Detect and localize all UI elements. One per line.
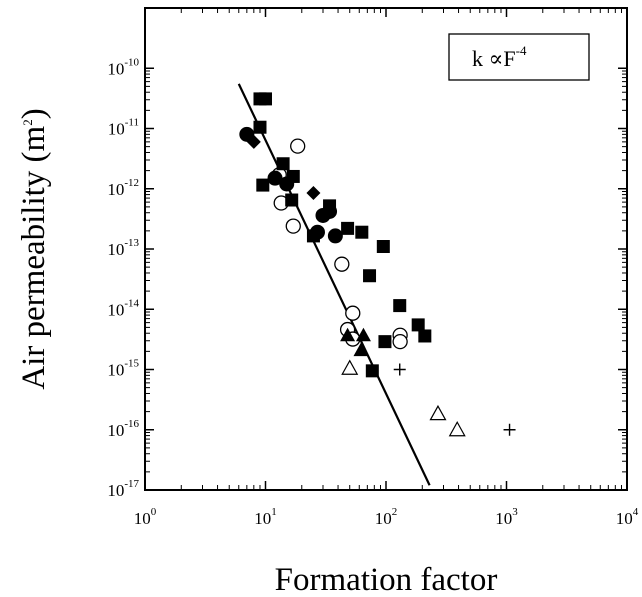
y-tick-label-exponent: -10 — [124, 56, 139, 68]
x-tick-label-exponent: 0 — [151, 506, 157, 518]
y-tick-label-base: 10 — [107, 180, 124, 199]
y-tick-label: 10-11 — [108, 117, 139, 139]
point-filled-circle — [239, 126, 255, 142]
legend-label: k ∝F-4 — [472, 43, 527, 71]
x-tick-label: 103 — [495, 506, 518, 528]
y-axis-title-exponent: 2 — [20, 119, 35, 126]
x-axis-title: Formation factor — [275, 562, 498, 597]
point-filled-square — [276, 157, 290, 171]
point-open-triangle — [341, 359, 359, 375]
point-filled-square — [365, 364, 379, 378]
legend: k ∝F-4 — [448, 33, 590, 81]
y-tick-label: 10-15 — [107, 358, 139, 380]
x-tick-label: 102 — [375, 506, 398, 528]
x-tick-label-base: 10 — [375, 509, 392, 528]
x-tick-label-base: 10 — [616, 509, 633, 528]
point-open-circle — [392, 333, 408, 350]
point-open-triangle — [429, 404, 447, 421]
y-tick-label-exponent: -14 — [124, 297, 139, 309]
point-filled-square — [376, 240, 390, 254]
y-axis-title-text: Air permeability (m — [16, 125, 52, 389]
point-open-circle — [290, 138, 306, 154]
point-filled-square — [363, 269, 377, 283]
point-filled-circle — [279, 176, 295, 192]
point-filled-square — [393, 299, 407, 313]
x-tick-label-exponent: 2 — [392, 506, 398, 518]
point-filled-circle — [267, 170, 283, 186]
point-filled-square — [378, 335, 392, 349]
y-tick-label-base: 10 — [107, 59, 124, 78]
point-open-circle — [285, 218, 301, 234]
y-tick-label: 10-12 — [107, 177, 139, 199]
y-tick-label-base: 10 — [107, 361, 124, 380]
point-filled-square — [259, 92, 272, 106]
axis-ticks: 100 101 102 103 10410-1710-1610-1510-1410-13… — [107, 8, 639, 528]
x-tick-label-base: 10 — [134, 509, 151, 528]
point-plus — [393, 363, 406, 376]
point-filled-square — [355, 225, 369, 239]
y-tick-label-base: 10 — [107, 300, 124, 319]
x-tick-label-exponent: 4 — [633, 506, 639, 518]
x-tick-label-exponent: 1 — [271, 506, 277, 518]
point-filled-circle — [309, 224, 325, 240]
y-axis-title-close: ) — [16, 108, 52, 119]
y-axis-title: Air permeability (m2) — [16, 108, 52, 389]
fit-line-group — [237, 83, 431, 486]
y-tick-label-exponent: -12 — [124, 177, 139, 189]
point-filled-diamond — [306, 186, 321, 201]
y-tick-label: 10-10 — [107, 56, 139, 78]
x-tick-label-base: 10 — [495, 509, 512, 528]
y-tick-label-exponent: -15 — [124, 358, 139, 370]
point-filled-square — [411, 318, 425, 332]
legend-label-main: k ∝F — [472, 46, 516, 71]
point-filled-circle — [327, 228, 343, 244]
y-tick-label-exponent: -17 — [124, 478, 139, 490]
data-points — [239, 92, 516, 437]
y-tick-label-exponent: -13 — [124, 237, 139, 249]
y-tick-label: 10-16 — [107, 418, 139, 440]
fit-line — [237, 83, 431, 486]
point-filled-circle — [322, 203, 338, 219]
x-tick-label: 104 — [616, 506, 639, 528]
y-tick-label-exponent: -16 — [124, 418, 139, 430]
point-filled-triangle — [340, 327, 356, 342]
x-tick-label: 101 — [254, 506, 277, 528]
point-open-circle — [345, 305, 361, 321]
y-tick-label-base: 10 — [107, 421, 124, 440]
y-tick-label-exponent: -11 — [125, 117, 139, 129]
point-filled-square — [285, 193, 299, 207]
point-filled-square — [256, 178, 270, 192]
y-tick-label: 10-17 — [107, 478, 139, 500]
legend-label-exponent: -4 — [516, 43, 527, 58]
point-plus — [503, 423, 516, 436]
point-open-triangle — [448, 421, 466, 437]
point-filled-square — [341, 221, 355, 235]
y-tick-label-base: 10 — [107, 481, 124, 500]
x-tick-label: 100 — [134, 506, 157, 528]
x-tick-label-base: 10 — [254, 509, 271, 528]
legend-box — [448, 33, 590, 81]
point-open-circle — [334, 256, 350, 272]
y-tick-label-base: 10 — [108, 120, 125, 139]
point-filled-square — [253, 120, 267, 134]
x-tick-label-exponent: 3 — [512, 506, 518, 518]
point-filled-triangle — [353, 342, 369, 357]
point-filled-square — [418, 329, 432, 343]
y-tick-label-base: 10 — [107, 240, 124, 259]
point-filled-triangle — [355, 327, 371, 342]
y-tick-label: 10-13 — [107, 237, 139, 259]
y-tick-label: 10-14 — [107, 297, 139, 319]
